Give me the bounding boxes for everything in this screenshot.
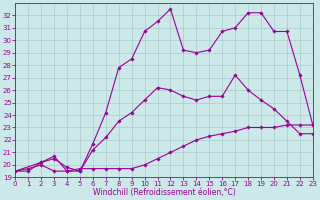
X-axis label: Windchill (Refroidissement éolien,°C): Windchill (Refroidissement éolien,°C) (93, 188, 236, 197)
